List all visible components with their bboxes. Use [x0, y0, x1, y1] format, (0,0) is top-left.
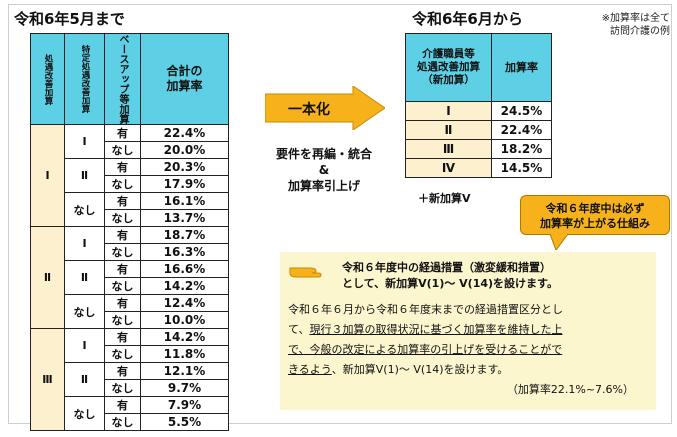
transition-box: 令和６年度中の経過措置（激変緩和措置） として、新加算Ⅴ(1)～ Ⅴ(14)を設… [280, 252, 656, 410]
new-level-label: Ⅲ [405, 139, 492, 159]
baseup-flag-cell: 有 [104, 362, 141, 380]
tokutei-level-cell: なし [64, 192, 105, 227]
header-rate: 加算率 [491, 33, 552, 102]
pointing-hand-icon [289, 267, 322, 278]
new-level-rate: 18.2% [491, 139, 552, 159]
middle-caption: 要件を再編・統合 & 加算率引上げ [275, 147, 372, 193]
right-title: 令和6年6月から [412, 10, 523, 28]
total-rate-cell: 7.9% [140, 396, 229, 414]
balloon-pointer [549, 234, 569, 250]
total-rate-cell: 10.0% [140, 311, 229, 329]
baseup-flag-cell: 有 [104, 158, 141, 176]
old-additions-table: 処遇改善加算 特定処遇改善加算 ベースアップ等加算 合計の 加算率 Ⅰ Ⅰ 有 22.… [30, 33, 229, 431]
total-rate-cell: 22.4% [140, 124, 229, 142]
header-baseup: ベースアップ等加算 [104, 33, 141, 125]
tokutei-level-cell: なし [64, 396, 105, 431]
table-row: なし 14.2% [31, 277, 229, 295]
new-level-rate: 22.4% [491, 120, 552, 140]
table-row: Ⅲ Ⅰ 有 14.2% [30, 328, 229, 431]
tokutei-level-cell: Ⅰ [64, 226, 105, 261]
baseup-flag-cell: なし [104, 209, 141, 227]
new-level-label: Ⅱ [405, 120, 492, 140]
table-row: Ⅱ 有 20.3% [31, 158, 229, 193]
total-rate-cell: 16.3% [140, 243, 229, 261]
baseup-flag-cell: なし [104, 277, 141, 295]
total-rate-cell: 14.2% [140, 328, 229, 346]
left-title: 令和6年5月まで [14, 10, 125, 28]
total-rate-cell: 18.7% [140, 226, 229, 244]
tokutei-level-cell: Ⅱ [64, 260, 105, 295]
baseup-flag-cell: 有 [104, 226, 141, 244]
total-rate-cell: 16.1% [140, 192, 229, 210]
header-new-addition: 介護職員等 処遇改善加算 （新加算） [405, 33, 492, 102]
total-rate-cell: 17.9% [140, 175, 229, 193]
total-rate-cell: 12.4% [140, 294, 229, 312]
table-row: なし有 12.4% [31, 294, 229, 329]
new-addition-table: 介護職員等 処遇改善加算 （新加算） 加算率 Ⅰ 24.5% Ⅱ 22.4% Ⅲ 18… [405, 33, 552, 178]
table-row: なし 20.0% [31, 141, 229, 159]
total-rate-cell: 5.5% [140, 413, 229, 431]
merge-arrow-icon: 一本化 [265, 86, 385, 130]
baseup-flag-cell: なし [104, 311, 141, 329]
tokutei-level-cell: Ⅰ [64, 328, 105, 363]
baseup-flag-cell: 有 [104, 260, 141, 278]
total-rate-cell: 12.1% [140, 362, 229, 380]
baseup-flag-cell: 有 [104, 124, 141, 142]
total-rate-cell: 20.3% [140, 158, 229, 176]
box-body: 令和６年６月から令和６年度末までの経過措置区分とし て、現行３加算の取得状況に基… [288, 303, 634, 396]
box-heading: 令和６年度中の経過措置（激変緩和措置） として、新加算Ⅴ(1)～ Ⅴ(14)を設… [342, 261, 558, 290]
baseup-flag-cell: 有 [104, 294, 141, 312]
table-row: なし 5.5% [31, 413, 229, 431]
shogu-level-cell: Ⅱ [30, 226, 65, 329]
tokutei-level-cell: Ⅰ [64, 124, 105, 159]
header-total-rate: 合計の 加算率 [140, 33, 229, 125]
shogu-level-cell: Ⅲ [30, 328, 65, 431]
new-v-note: ＋新加算Ⅴ [418, 192, 471, 205]
new-level-label: Ⅰ [405, 101, 492, 121]
table-row: なし 10.0% [31, 311, 229, 329]
tokutei-level-cell: なし [64, 294, 105, 329]
arrow-label: 一本化 [288, 101, 330, 118]
shogu-level-cell: Ⅰ [30, 124, 65, 227]
total-rate-cell: 13.7% [140, 209, 229, 227]
new-level-label: Ⅳ [405, 158, 492, 178]
new-level-rate: 14.5% [491, 158, 552, 178]
total-rate-cell: 11.8% [140, 345, 229, 363]
baseup-flag-cell: なし [104, 413, 141, 431]
baseup-flag-cell: なし [104, 141, 141, 159]
new-level-rate: 24.5% [491, 101, 552, 121]
total-rate-cell: 9.7% [140, 379, 229, 397]
table-row: Ⅰ Ⅰ 有 22.4% [30, 124, 229, 227]
total-rate-cell: 20.0% [140, 141, 229, 159]
rate-note: ※加算率は全て 訪問介護の例 [601, 13, 670, 37]
tokutei-level-cell: Ⅱ [64, 362, 105, 397]
table-row: なし 13.7% [31, 209, 229, 227]
callout-balloon: 令和６年度中は必ず 加算率が上がる仕組み [520, 195, 670, 235]
baseup-flag-cell: 有 [104, 328, 141, 346]
baseup-flag-cell: なし [104, 243, 141, 261]
total-rate-cell: 16.6% [140, 260, 229, 278]
baseup-flag-cell: なし [104, 379, 141, 397]
total-rate-cell: 14.2% [140, 277, 229, 295]
baseup-flag-cell: なし [104, 345, 141, 363]
header-tokutei: 特定処遇改善加算 [64, 33, 105, 125]
baseup-flag-cell: なし [104, 175, 141, 193]
table-row: Ⅱ Ⅰ 有 18.7% [30, 226, 229, 329]
header-shogu-kaizen: 処遇改善加算 [30, 33, 65, 125]
baseup-flag-cell: 有 [104, 396, 141, 414]
tokutei-level-cell: Ⅱ [64, 158, 105, 193]
baseup-flag-cell: 有 [104, 192, 141, 210]
